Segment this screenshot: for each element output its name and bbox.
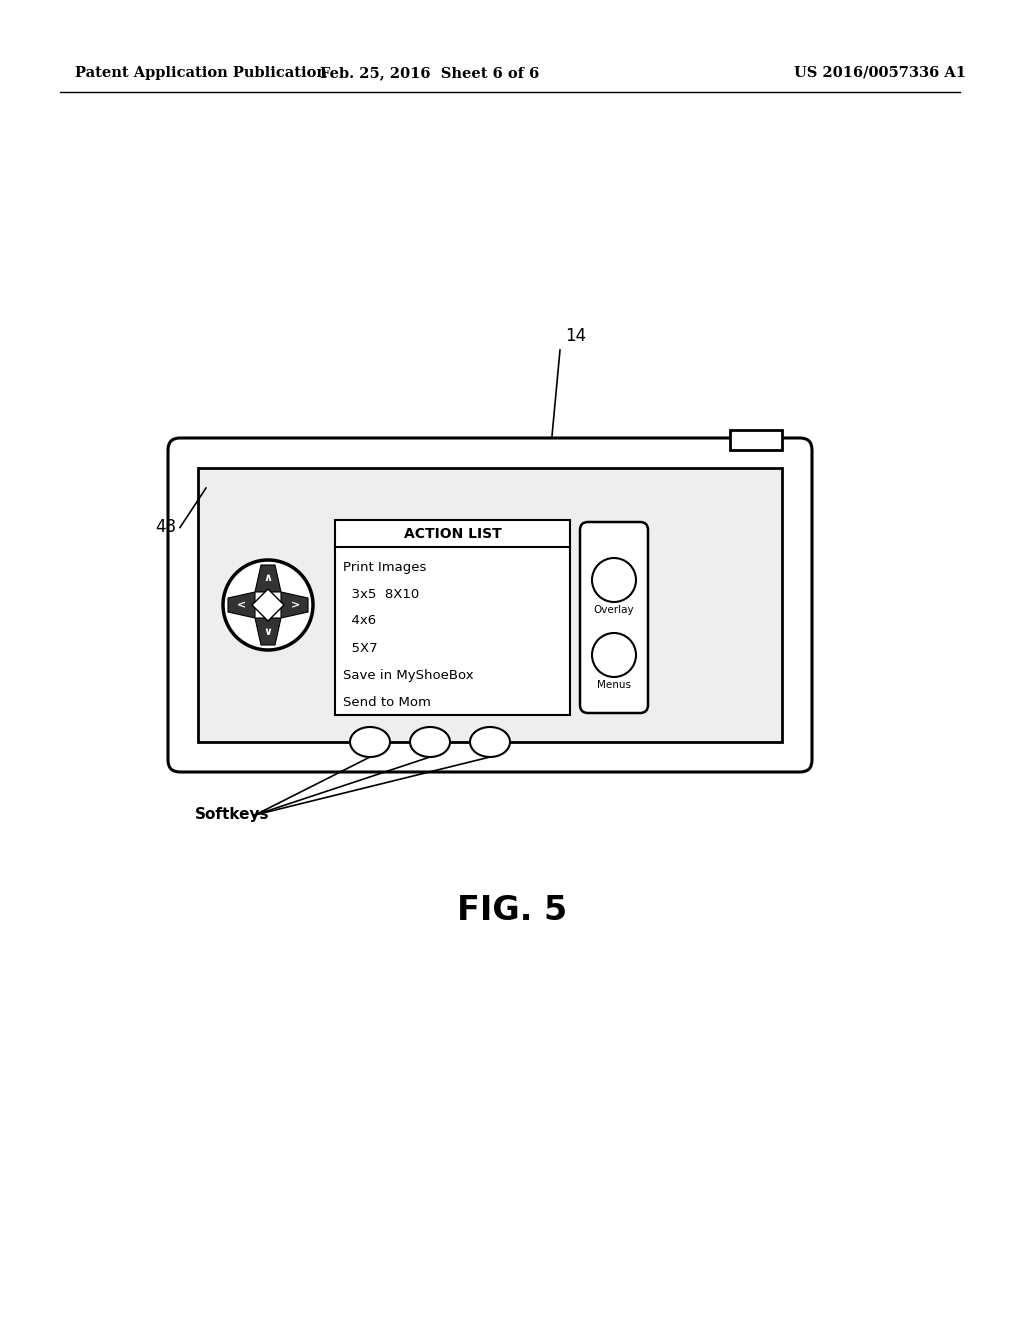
Polygon shape bbox=[255, 565, 281, 591]
Text: US 2016/0057336 A1: US 2016/0057336 A1 bbox=[794, 66, 966, 81]
Text: Patent Application Publication: Patent Application Publication bbox=[75, 66, 327, 81]
Text: ACTION LIST: ACTION LIST bbox=[403, 527, 502, 540]
Text: 48: 48 bbox=[155, 519, 176, 536]
Text: 14: 14 bbox=[565, 327, 586, 345]
Text: Print Images: Print Images bbox=[343, 561, 426, 573]
Circle shape bbox=[592, 634, 636, 677]
FancyBboxPatch shape bbox=[580, 521, 648, 713]
Text: Send to Mom: Send to Mom bbox=[343, 696, 431, 709]
Text: Overlay: Overlay bbox=[594, 605, 634, 615]
Text: 3x5  8X10: 3x5 8X10 bbox=[343, 587, 419, 601]
Ellipse shape bbox=[350, 727, 390, 756]
Circle shape bbox=[592, 558, 636, 602]
Text: >: > bbox=[291, 601, 300, 610]
Text: FIG. 5: FIG. 5 bbox=[457, 894, 567, 927]
Polygon shape bbox=[228, 591, 255, 618]
Text: Menus: Menus bbox=[597, 680, 631, 690]
Text: Softkeys: Softkeys bbox=[195, 808, 269, 822]
Polygon shape bbox=[252, 589, 284, 620]
Bar bbox=[335, 520, 570, 715]
Text: Feb. 25, 2016  Sheet 6 of 6: Feb. 25, 2016 Sheet 6 of 6 bbox=[321, 66, 540, 81]
Circle shape bbox=[223, 560, 313, 649]
Text: <: < bbox=[237, 601, 246, 610]
Text: ∨: ∨ bbox=[263, 627, 272, 638]
Text: ∧: ∧ bbox=[263, 573, 272, 583]
FancyBboxPatch shape bbox=[730, 430, 782, 450]
Polygon shape bbox=[255, 618, 281, 645]
Ellipse shape bbox=[410, 727, 450, 756]
Text: 5X7: 5X7 bbox=[343, 642, 378, 655]
Bar bbox=[198, 469, 782, 742]
Text: Save in MyShoeBox: Save in MyShoeBox bbox=[343, 668, 474, 681]
Polygon shape bbox=[281, 591, 308, 618]
Text: 4x6: 4x6 bbox=[343, 615, 376, 627]
FancyBboxPatch shape bbox=[168, 438, 812, 772]
Ellipse shape bbox=[470, 727, 510, 756]
